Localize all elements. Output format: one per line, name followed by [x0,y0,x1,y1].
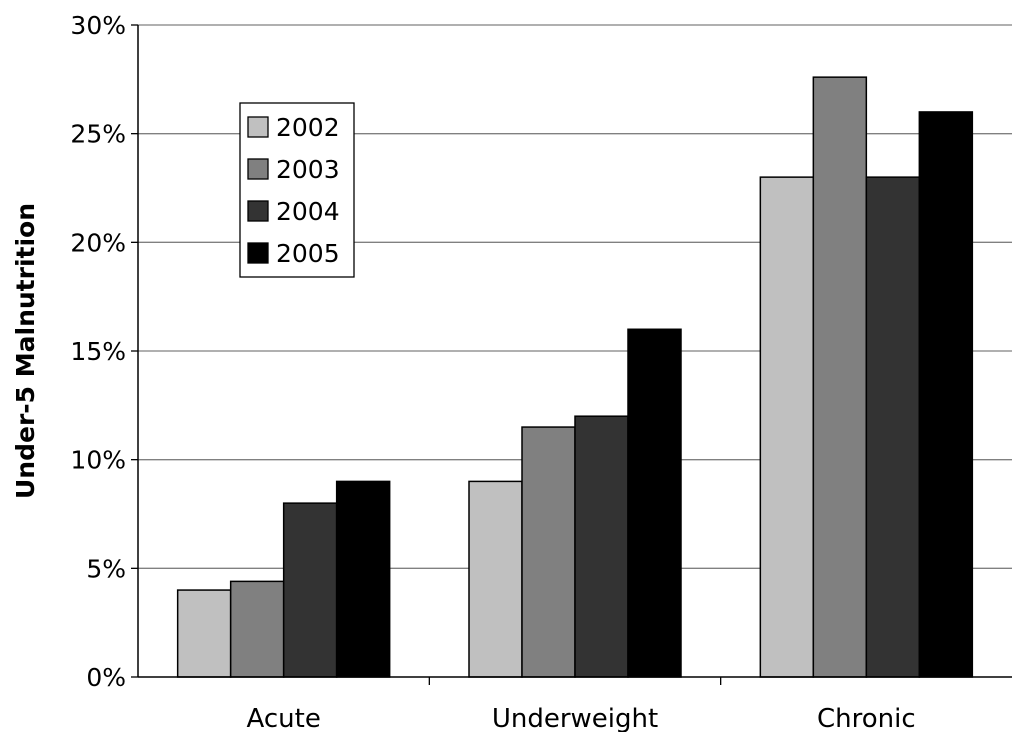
bar-acute-2004 [282,502,338,678]
bar-underweight-2004 [574,415,629,678]
y-tick-label: 20% [70,228,126,257]
bar-chronic-2004 [865,176,921,678]
bar-chronic-2002 [759,176,815,678]
y-tick-label: 10% [70,446,126,475]
legend-swatch-2003 [247,158,269,180]
legend-label-2003: 2003 [276,155,340,184]
bar-acute-2003 [229,580,285,678]
legend-swatch-2005 [247,242,269,264]
x-category-labels: Acute Underweight Chronic [247,704,916,732]
axes [131,24,1012,685]
y-tick-label: 15% [70,337,126,366]
y-tick-label: 25% [70,120,126,149]
bar-acute-2005 [335,480,391,678]
y-tick-label: 0% [86,663,126,692]
legend-swatch-2004 [247,200,269,222]
y-tick-labels: 0% 5% 10% 15% 20% 25% 30% [70,11,126,692]
bar-acute-2002 [176,589,232,678]
legend: 2002 2003 2004 2005 [239,102,355,278]
legend-label-2005: 2005 [276,239,340,268]
legend-label-2004: 2004 [276,197,340,226]
legend-swatch-2002 [247,116,269,138]
x-category-label: Acute [247,704,321,732]
bar-chronic-2003 [812,76,868,678]
bar-chronic-2005 [918,111,974,678]
bars [176,76,974,678]
y-tick-label: 30% [70,11,126,40]
y-axis-title: Under-5 Malnutrition [11,203,40,499]
x-category-label: Underweight [492,704,658,732]
bar-underweight-2003 [521,426,576,678]
y-tick-label: 5% [86,554,126,583]
bar-underweight-2005 [627,328,682,678]
legend-label-2002: 2002 [276,113,340,142]
x-category-label: Chronic [817,704,916,732]
bar-underweight-2002 [468,480,523,678]
